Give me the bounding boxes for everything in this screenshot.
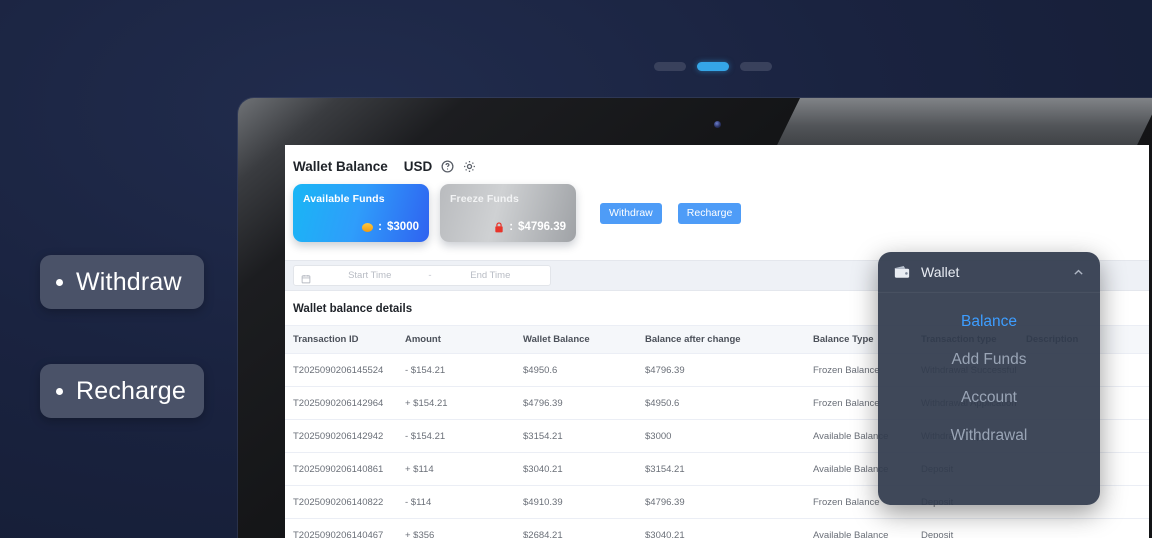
- cell-transaction-type: Deposit: [921, 518, 1026, 538]
- freeze-funds-separator: :: [509, 221, 514, 233]
- date-range-picker[interactable]: Start Time - End Time: [293, 265, 551, 286]
- recharge-button[interactable]: Recharge: [677, 202, 742, 224]
- cell-transaction-id: T2025090206140822: [285, 485, 405, 519]
- carousel-dot-3[interactable]: [740, 62, 772, 71]
- cell-transaction-id: T2025090206145524: [285, 353, 405, 387]
- cell-balance-type: Available Balance: [813, 518, 921, 538]
- callout-withdraw[interactable]: Withdraw: [40, 255, 204, 309]
- cell-balance-after: $4950.6: [645, 386, 813, 420]
- calendar-icon: [301, 271, 311, 283]
- cell-balance-after: $3000: [645, 419, 813, 453]
- page-title: Wallet Balance: [293, 159, 388, 174]
- cell-wallet-balance: $4910.39: [523, 485, 645, 519]
- wallet-menu-divider: [878, 292, 1100, 293]
- wallet-icon: [894, 265, 911, 279]
- cell-transaction-id: T2025090206142942: [285, 419, 405, 453]
- funds-cards-row: Available Funds : $3000 Freeze Funds : $…: [285, 182, 1149, 242]
- freeze-funds-value-row: : $4796.39: [494, 221, 566, 233]
- end-time-input[interactable]: End Time: [470, 270, 511, 281]
- cell-balance-after: $4796.39: [645, 353, 813, 387]
- cell-amount: + $356: [405, 518, 523, 538]
- column-header-transaction-id[interactable]: Transaction ID: [285, 325, 405, 354]
- wallet-menu-item-account[interactable]: Account: [960, 389, 1017, 406]
- table-row[interactable]: T2025090206140467 + $356 $2684.21 $3040.21 A…: [285, 518, 1149, 538]
- carousel-indicators[interactable]: [654, 62, 772, 71]
- freeze-funds-value: $4796.39: [518, 221, 566, 233]
- cell-amount: + $114: [405, 452, 523, 486]
- carousel-dot-1[interactable]: [654, 62, 686, 71]
- cell-wallet-balance: $4796.39: [523, 386, 645, 420]
- available-funds-value-row: : $3000: [362, 221, 419, 233]
- available-funds-label: Available Funds: [303, 193, 385, 205]
- cell-balance-after: $3040.21: [645, 518, 813, 538]
- wallet-menu-overlay[interactable]: Wallet Balance Add Funds Account Withdrawal: [878, 252, 1100, 505]
- details-section-title: Wallet balance details: [293, 303, 413, 315]
- currency-label: USD: [403, 159, 433, 174]
- freeze-funds-label: Freeze Funds: [450, 193, 519, 205]
- cell-amount: - $154.21: [405, 419, 523, 453]
- wallet-menu-title: Wallet: [921, 264, 960, 280]
- cell-amount: + $154.21: [405, 386, 523, 420]
- coin-icon: [362, 222, 374, 232]
- cell-wallet-balance: $2684.21: [523, 518, 645, 538]
- callout-withdraw-label: Withdraw: [76, 267, 182, 296]
- chevron-up-icon[interactable]: [1072, 266, 1085, 279]
- bezel-glare: [773, 98, 1152, 152]
- cell-balance-after: $3154.21: [645, 452, 813, 486]
- cell-wallet-balance: $4950.6: [523, 353, 645, 387]
- column-header-wallet-balance[interactable]: Wallet Balance: [523, 325, 645, 354]
- available-funds-separator: :: [378, 221, 383, 233]
- cell-balance-after: $4796.39: [645, 485, 813, 519]
- lock-icon: [494, 221, 504, 233]
- wallet-header: Wallet Balance USD: [285, 145, 1149, 182]
- available-funds-card[interactable]: Available Funds : $3000: [293, 184, 429, 242]
- date-range-separator: -: [428, 270, 432, 281]
- callout-recharge[interactable]: Recharge: [40, 364, 204, 418]
- cell-wallet-balance: $3154.21: [523, 419, 645, 453]
- available-funds-value: $3000: [387, 221, 419, 233]
- cell-description: 充值已通过 #DEP20250902061333 1885: [1026, 518, 1149, 538]
- bullet-icon: [56, 387, 63, 395]
- webcam-icon: [714, 121, 721, 128]
- wallet-menu-header[interactable]: Wallet: [878, 252, 1100, 292]
- wallet-menu-item-add-funds[interactable]: Add Funds: [951, 351, 1027, 368]
- cell-transaction-id: T2025090206142964: [285, 386, 405, 420]
- cell-transaction-id: T2025090206140467: [285, 518, 405, 538]
- carousel-dot-2-active[interactable]: [697, 62, 729, 71]
- cell-amount: - $154.21: [405, 353, 523, 387]
- cell-amount: - $114: [405, 485, 523, 519]
- start-time-input[interactable]: Start Time: [348, 270, 392, 281]
- wallet-menu-item-withdrawal[interactable]: Withdrawal: [950, 427, 1028, 444]
- wallet-menu-item-balance[interactable]: Balance: [960, 313, 1017, 330]
- table-row[interactable]: T2025090206140861 + $114 $3040.21 $3154.21 A…: [285, 452, 1149, 486]
- freeze-funds-card[interactable]: Freeze Funds : $4796.39: [440, 184, 576, 242]
- bullet-icon: [56, 278, 63, 286]
- wallet-menu-items: Balance Add Funds Account Withdrawal: [878, 293, 1100, 455]
- column-header-amount[interactable]: Amount: [405, 325, 523, 354]
- cell-wallet-balance: $3040.21: [523, 452, 645, 486]
- question-circle-icon[interactable]: [441, 160, 454, 173]
- callout-recharge-label: Recharge: [76, 376, 186, 405]
- cell-transaction-id: T2025090206140861: [285, 452, 405, 486]
- gear-icon[interactable]: [463, 160, 476, 173]
- withdraw-button[interactable]: Withdraw: [600, 202, 662, 224]
- column-header-balance-after[interactable]: Balance after change: [645, 325, 813, 354]
